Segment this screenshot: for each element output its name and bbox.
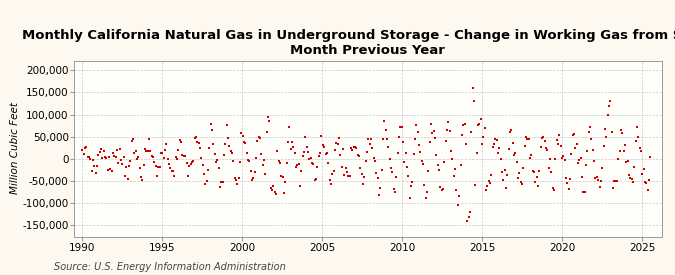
Title: Monthly California Natural Gas in Underground Storage - Change in Working Gas fr: Monthly California Natural Gas in Underg…: [22, 29, 675, 57]
Text: Source: U.S. Energy Information Administration: Source: U.S. Energy Information Administ…: [54, 262, 286, 272]
Y-axis label: Million Cubic Feet: Million Cubic Feet: [9, 103, 20, 194]
